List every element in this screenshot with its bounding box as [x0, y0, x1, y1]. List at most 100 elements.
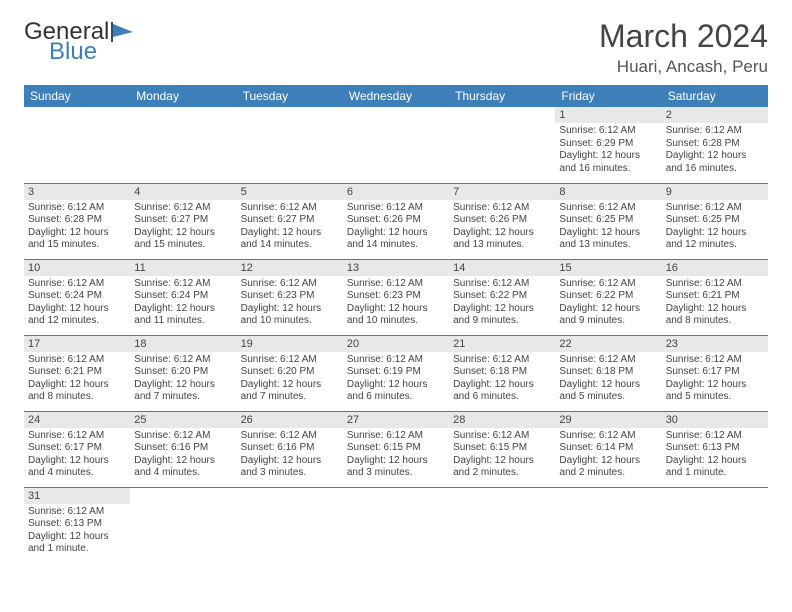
sunset-line: Sunset: 6:17 PM — [28, 442, 126, 455]
sunset-line: Sunset: 6:28 PM — [28, 214, 126, 227]
sunset-line: Sunset: 6:15 PM — [347, 442, 445, 455]
day-number: 25 — [130, 412, 236, 428]
day-number: 26 — [237, 412, 343, 428]
sunset-line: Sunset: 6:26 PM — [347, 214, 445, 227]
day-number: 17 — [24, 336, 130, 352]
day-header: Thursday — [449, 85, 555, 107]
calendar-cell: 15Sunrise: 6:12 AMSunset: 6:22 PMDayligh… — [555, 259, 661, 335]
day-number: 7 — [449, 184, 555, 200]
day-number — [130, 107, 236, 123]
day-number — [343, 488, 449, 504]
day-number: 8 — [555, 184, 661, 200]
day-number: 11 — [130, 260, 236, 276]
sunrise-line: Sunrise: 6:12 AM — [134, 430, 232, 443]
sunrise-line: Sunrise: 6:12 AM — [28, 202, 126, 215]
daylight-line: Daylight: 12 hours and 8 minutes. — [666, 303, 764, 328]
day-number: 30 — [662, 412, 768, 428]
day-header: Monday — [130, 85, 236, 107]
sunset-line: Sunset: 6:13 PM — [28, 518, 126, 531]
sunrise-line: Sunrise: 6:12 AM — [666, 354, 764, 367]
calendar-cell — [343, 107, 449, 183]
sunrise-line: Sunrise: 6:12 AM — [134, 354, 232, 367]
sunset-line: Sunset: 6:23 PM — [241, 290, 339, 303]
daylight-line: Daylight: 12 hours and 15 minutes. — [28, 227, 126, 252]
calendar-cell: 17Sunrise: 6:12 AMSunset: 6:21 PMDayligh… — [24, 335, 130, 411]
daylight-line: Daylight: 12 hours and 12 minutes. — [28, 303, 126, 328]
sunset-line: Sunset: 6:13 PM — [666, 442, 764, 455]
day-number: 21 — [449, 336, 555, 352]
sunrise-line: Sunrise: 6:12 AM — [347, 430, 445, 443]
calendar-cell — [449, 487, 555, 563]
logo-flag-icon — [111, 22, 137, 42]
daylight-line: Daylight: 12 hours and 10 minutes. — [241, 303, 339, 328]
sunset-line: Sunset: 6:15 PM — [453, 442, 551, 455]
calendar-cell: 31Sunrise: 6:12 AMSunset: 6:13 PMDayligh… — [24, 487, 130, 563]
calendar-cell — [343, 487, 449, 563]
day-number: 28 — [449, 412, 555, 428]
sunrise-line: Sunrise: 6:12 AM — [453, 278, 551, 291]
day-number — [449, 107, 555, 123]
sunset-line: Sunset: 6:21 PM — [28, 366, 126, 379]
day-header-row: SundayMondayTuesdayWednesdayThursdayFrid… — [24, 85, 768, 107]
sunset-line: Sunset: 6:19 PM — [347, 366, 445, 379]
daylight-line: Daylight: 12 hours and 9 minutes. — [453, 303, 551, 328]
calendar-cell: 2Sunrise: 6:12 AMSunset: 6:28 PMDaylight… — [662, 107, 768, 183]
calendar-cell: 16Sunrise: 6:12 AMSunset: 6:21 PMDayligh… — [662, 259, 768, 335]
calendar-cell: 23Sunrise: 6:12 AMSunset: 6:17 PMDayligh… — [662, 335, 768, 411]
day-number: 29 — [555, 412, 661, 428]
daylight-line: Daylight: 12 hours and 10 minutes. — [347, 303, 445, 328]
calendar-cell: 28Sunrise: 6:12 AMSunset: 6:15 PMDayligh… — [449, 411, 555, 487]
sunrise-line: Sunrise: 6:12 AM — [28, 278, 126, 291]
day-number — [343, 107, 449, 123]
day-header: Wednesday — [343, 85, 449, 107]
sunrise-line: Sunrise: 6:12 AM — [347, 202, 445, 215]
sunset-line: Sunset: 6:16 PM — [241, 442, 339, 455]
sunset-line: Sunset: 6:17 PM — [666, 366, 764, 379]
calendar-cell: 30Sunrise: 6:12 AMSunset: 6:13 PMDayligh… — [662, 411, 768, 487]
sunset-line: Sunset: 6:25 PM — [666, 214, 764, 227]
sunrise-line: Sunrise: 6:12 AM — [666, 278, 764, 291]
day-header: Friday — [555, 85, 661, 107]
daylight-line: Daylight: 12 hours and 13 minutes. — [453, 227, 551, 252]
sunset-line: Sunset: 6:22 PM — [453, 290, 551, 303]
sunset-line: Sunset: 6:29 PM — [559, 138, 657, 151]
daylight-line: Daylight: 12 hours and 16 minutes. — [559, 150, 657, 175]
calendar-cell: 10Sunrise: 6:12 AMSunset: 6:24 PMDayligh… — [24, 259, 130, 335]
day-header: Saturday — [662, 85, 768, 107]
daylight-line: Daylight: 12 hours and 7 minutes. — [241, 379, 339, 404]
daylight-line: Daylight: 12 hours and 7 minutes. — [134, 379, 232, 404]
daylight-line: Daylight: 12 hours and 4 minutes. — [28, 455, 126, 480]
sunrise-line: Sunrise: 6:12 AM — [666, 430, 764, 443]
day-number: 23 — [662, 336, 768, 352]
sunset-line: Sunset: 6:16 PM — [134, 442, 232, 455]
daylight-line: Daylight: 12 hours and 4 minutes. — [134, 455, 232, 480]
daylight-line: Daylight: 12 hours and 6 minutes. — [347, 379, 445, 404]
day-number: 20 — [343, 336, 449, 352]
daylight-line: Daylight: 12 hours and 16 minutes. — [666, 150, 764, 175]
day-number: 14 — [449, 260, 555, 276]
day-number: 6 — [343, 184, 449, 200]
day-number: 1 — [555, 107, 661, 123]
calendar-cell: 4Sunrise: 6:12 AMSunset: 6:27 PMDaylight… — [130, 183, 236, 259]
day-number: 5 — [237, 184, 343, 200]
calendar-week-row: 24Sunrise: 6:12 AMSunset: 6:17 PMDayligh… — [24, 411, 768, 487]
sunset-line: Sunset: 6:21 PM — [666, 290, 764, 303]
day-number: 31 — [24, 488, 130, 504]
sunrise-line: Sunrise: 6:12 AM — [559, 202, 657, 215]
title-block: March 2024 Huari, Ancash, Peru — [599, 18, 768, 77]
daylight-line: Daylight: 12 hours and 11 minutes. — [134, 303, 232, 328]
sunrise-line: Sunrise: 6:12 AM — [453, 354, 551, 367]
day-number: 9 — [662, 184, 768, 200]
calendar-cell: 18Sunrise: 6:12 AMSunset: 6:20 PMDayligh… — [130, 335, 236, 411]
sunset-line: Sunset: 6:18 PM — [453, 366, 551, 379]
daylight-line: Daylight: 12 hours and 3 minutes. — [347, 455, 445, 480]
month-title: March 2024 — [599, 18, 768, 55]
sunrise-line: Sunrise: 6:12 AM — [559, 278, 657, 291]
sunset-line: Sunset: 6:28 PM — [666, 138, 764, 151]
sunset-line: Sunset: 6:27 PM — [241, 214, 339, 227]
calendar-cell: 11Sunrise: 6:12 AMSunset: 6:24 PMDayligh… — [130, 259, 236, 335]
calendar-week-row: 3Sunrise: 6:12 AMSunset: 6:28 PMDaylight… — [24, 183, 768, 259]
sunrise-line: Sunrise: 6:12 AM — [134, 278, 232, 291]
sunrise-line: Sunrise: 6:12 AM — [666, 202, 764, 215]
calendar-cell: 27Sunrise: 6:12 AMSunset: 6:15 PMDayligh… — [343, 411, 449, 487]
